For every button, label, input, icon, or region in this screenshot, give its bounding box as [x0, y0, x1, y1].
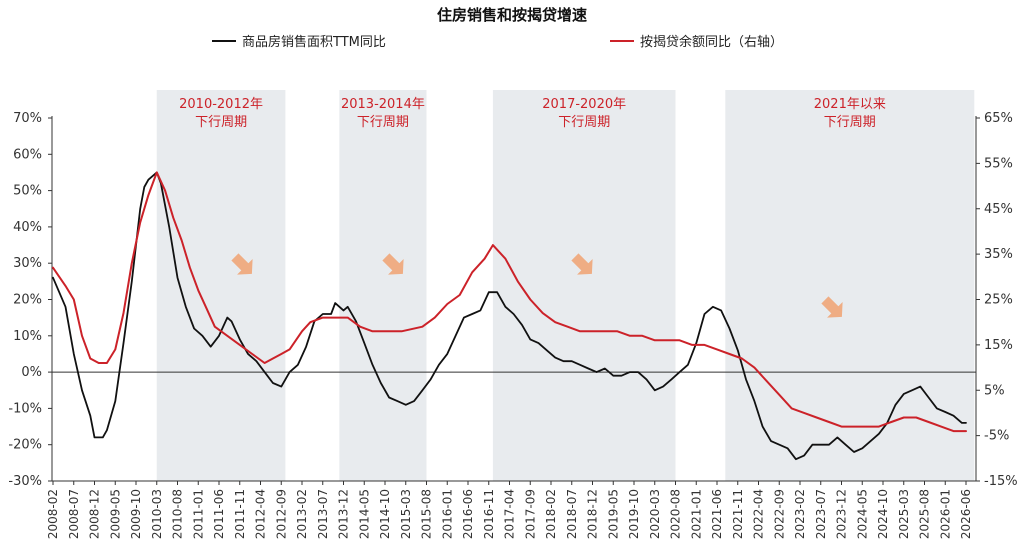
x-tick-label: 2021-06: [710, 489, 724, 539]
y-right-tick-label: 65%: [984, 111, 1013, 126]
shaded-period-3: [492, 90, 676, 481]
y-axis-right-labels: 65% 55% 45% 35% 25% 15% 5% -5% -15%: [976, 111, 1018, 489]
y-left-tick-label: 30%: [13, 256, 42, 271]
x-tick-label: 2008-02: [46, 489, 60, 539]
x-tick-label: 2023-07: [814, 489, 828, 539]
x-tick-label: 2021-01: [689, 489, 703, 539]
x-tick-label: 2018-12: [586, 489, 600, 539]
x-tick-label: 2013-07: [316, 489, 330, 539]
y-left-tick-label: -10%: [8, 401, 42, 416]
x-tick-label: 2019-05: [606, 489, 620, 539]
x-tick-label: 2009-05: [108, 489, 122, 539]
y-axis-left-labels: 70% 60% 50% 40% 30% 20% 10% 0% -10% -20% -30%: [8, 111, 52, 489]
period-label-3: 2017-2020年: [542, 97, 626, 112]
x-tick-label: 2016-06: [461, 489, 475, 539]
y-right-tick-label: -15%: [984, 474, 1018, 489]
y-right-tick-label: 25%: [984, 293, 1013, 308]
shaded-periods: 2010-2012年下行周期2013-2014年下行周期2017-2020年下行…: [156, 90, 975, 481]
y-right-tick-label: 15%: [984, 338, 1013, 353]
y-left-tick-label: 20%: [13, 293, 42, 308]
x-tick-label: 2013-02: [295, 489, 309, 539]
x-tick-label: 2015-08: [420, 489, 434, 539]
x-tick-label: 2017-09: [523, 489, 537, 539]
down-arrow-icon: [571, 253, 593, 275]
y-left-tick-label: 60%: [13, 147, 42, 162]
x-tick-label: 2026-01: [938, 489, 952, 539]
x-tick-label: 2010-03: [150, 489, 164, 539]
y-left-tick-label: 70%: [13, 111, 42, 126]
x-tick-label: 2026-06: [959, 489, 973, 539]
x-tick-label: 2025-08: [918, 489, 932, 539]
x-tick-label: 2013-12: [337, 489, 351, 539]
x-tick-label: 2018-02: [544, 489, 558, 539]
x-tick-label: 2015-03: [399, 489, 413, 539]
x-tick-label: 2021-11: [731, 489, 745, 539]
chart-title: 住房销售和按揭贷增速: [437, 6, 587, 24]
x-tick-label: 2024-05: [855, 489, 869, 539]
x-tick-label: 2020-08: [669, 489, 683, 539]
x-tick-label: 2014-10: [378, 489, 392, 539]
x-tick-label: 2022-04: [752, 489, 766, 539]
axes: [51, 116, 977, 482]
x-tick-label: 2008-12: [88, 489, 102, 539]
x-tick-label: 2008-07: [67, 489, 81, 539]
y-left-tick-label: 10%: [13, 329, 42, 344]
period-label-2: 2013-2014年: [341, 97, 425, 112]
series-line-sales: [52, 171, 967, 461]
x-tick-label: 2023-12: [835, 489, 849, 539]
x-tick-label: 2016-11: [482, 489, 496, 539]
period-sublabel-4: 下行周期: [824, 115, 876, 130]
x-tick-label: 2017-04: [503, 489, 517, 539]
x-tick-label: 2019-10: [627, 489, 641, 539]
legend-label-sales: 商品房销售面积TTM同比: [242, 34, 386, 50]
x-tick-label: 2018-07: [565, 489, 579, 539]
x-tick-label: 2011-06: [212, 489, 226, 539]
x-tick-label: 2023-02: [793, 489, 807, 539]
x-tick-label: 2022-09: [772, 489, 786, 539]
x-tick-label: 2014-05: [357, 489, 371, 539]
x-tick-label: 2011-01: [191, 489, 205, 539]
y-right-tick-label: 5%: [984, 383, 1005, 398]
period-sublabel-2: 下行周期: [357, 115, 409, 130]
shaded-period-2: [339, 90, 427, 481]
x-tick-label: 2020-03: [648, 489, 662, 539]
y-right-tick-label: 55%: [984, 156, 1013, 171]
x-tick-label: 2016-01: [440, 489, 454, 539]
y-left-tick-label: -30%: [8, 474, 42, 489]
period-label-4: 2021年以来: [814, 97, 886, 112]
y-left-tick-label: 0%: [21, 365, 42, 380]
x-axis-labels: 2008-02 2008-07 2008-12 2009-05 2009-10 2010-…: [46, 481, 973, 539]
x-tick-label: 2010-08: [171, 489, 185, 539]
period-sublabel-3: 下行周期: [558, 115, 610, 130]
down-arrow-icon: [821, 296, 843, 318]
x-tick-label: 2025-03: [897, 489, 911, 539]
x-tick-label: 2012-04: [254, 489, 268, 539]
period-sublabel-1: 下行周期: [195, 115, 247, 130]
x-tick-label: 2012-09: [274, 489, 288, 539]
series-lines: [52, 171, 967, 461]
down-arrow-icon: [382, 253, 404, 275]
legend: 商品房销售面积TTM同比 按揭贷余额同比（右轴）: [212, 34, 783, 50]
y-right-tick-label: 35%: [984, 247, 1013, 262]
y-left-tick-label: -20%: [8, 438, 42, 453]
shaded-period-1: [156, 90, 286, 481]
x-tick-label: 2009-10: [129, 489, 143, 539]
y-left-tick-label: 40%: [13, 220, 42, 235]
y-right-tick-label: -5%: [984, 429, 1009, 444]
legend-label-mortgage: 按揭贷余额同比（右轴）: [640, 34, 783, 50]
y-right-tick-label: 45%: [984, 202, 1013, 217]
y-left-tick-label: 50%: [13, 184, 42, 199]
series-line-mortgage: [52, 171, 967, 433]
x-tick-label: 2024-10: [876, 489, 890, 539]
x-tick-label: 2011-11: [233, 489, 247, 539]
period-label-1: 2010-2012年: [179, 97, 263, 112]
down-arrow-icon: [231, 253, 253, 275]
shaded-period-4: [725, 90, 975, 481]
